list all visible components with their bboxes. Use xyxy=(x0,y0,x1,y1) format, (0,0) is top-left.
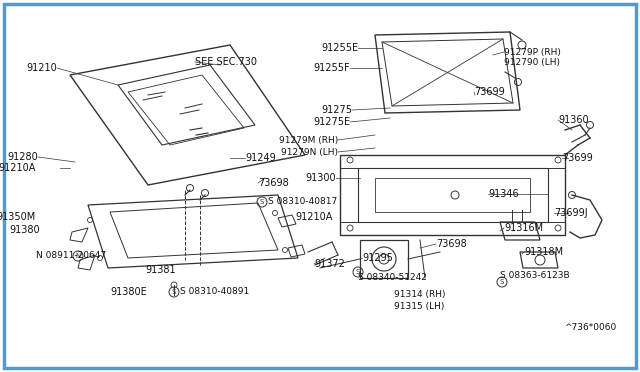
Text: 91346: 91346 xyxy=(488,189,518,199)
Text: S 08340-51242: S 08340-51242 xyxy=(358,273,427,282)
Text: 91380: 91380 xyxy=(10,225,40,235)
Text: 912790 (LH): 912790 (LH) xyxy=(504,58,560,67)
Text: 91210: 91210 xyxy=(26,63,57,73)
Text: SEE SEC.730: SEE SEC.730 xyxy=(195,57,257,67)
Text: N 08911-20647: N 08911-20647 xyxy=(36,251,106,260)
Text: S: S xyxy=(356,269,360,275)
Text: 91255E: 91255E xyxy=(321,43,358,53)
Text: 91350M: 91350M xyxy=(0,212,36,222)
Text: 73699: 73699 xyxy=(562,153,593,163)
Text: 91249: 91249 xyxy=(245,153,276,163)
Text: 91279N (LH): 91279N (LH) xyxy=(281,148,338,157)
Text: N: N xyxy=(76,253,81,259)
Text: S 08310-40891: S 08310-40891 xyxy=(180,288,249,296)
Text: 91372: 91372 xyxy=(314,259,345,269)
Text: 91210A: 91210A xyxy=(0,163,36,173)
Text: S: S xyxy=(172,289,176,295)
Text: 91315 (LH): 91315 (LH) xyxy=(394,302,444,311)
Text: 91360: 91360 xyxy=(558,115,589,125)
Text: ^736*0060: ^736*0060 xyxy=(564,324,616,333)
Text: 91280: 91280 xyxy=(7,152,38,162)
Text: S: S xyxy=(260,199,264,205)
Text: 91380E: 91380E xyxy=(110,287,147,297)
Text: 73698: 73698 xyxy=(436,239,467,249)
Text: S: S xyxy=(500,279,504,285)
Text: 73698: 73698 xyxy=(258,178,289,188)
Text: 91318M: 91318M xyxy=(524,247,563,257)
Text: 91279M (RH): 91279M (RH) xyxy=(279,135,338,144)
Text: 91300: 91300 xyxy=(305,173,336,183)
Text: 73699: 73699 xyxy=(474,87,505,97)
Text: 91316M: 91316M xyxy=(504,223,543,233)
Text: 91314 (RH): 91314 (RH) xyxy=(394,289,445,298)
Text: 91381: 91381 xyxy=(145,265,175,275)
Text: S 08363-6123B: S 08363-6123B xyxy=(500,272,570,280)
Text: 91275: 91275 xyxy=(321,105,352,115)
Text: 91275E: 91275E xyxy=(313,117,350,127)
Text: 91279P (RH): 91279P (RH) xyxy=(504,48,561,57)
Text: 91255F: 91255F xyxy=(314,63,350,73)
Text: S 08310-40817: S 08310-40817 xyxy=(268,198,337,206)
Text: 91210A: 91210A xyxy=(295,212,332,222)
Text: 91295: 91295 xyxy=(362,253,393,263)
Text: 73699J: 73699J xyxy=(554,208,588,218)
